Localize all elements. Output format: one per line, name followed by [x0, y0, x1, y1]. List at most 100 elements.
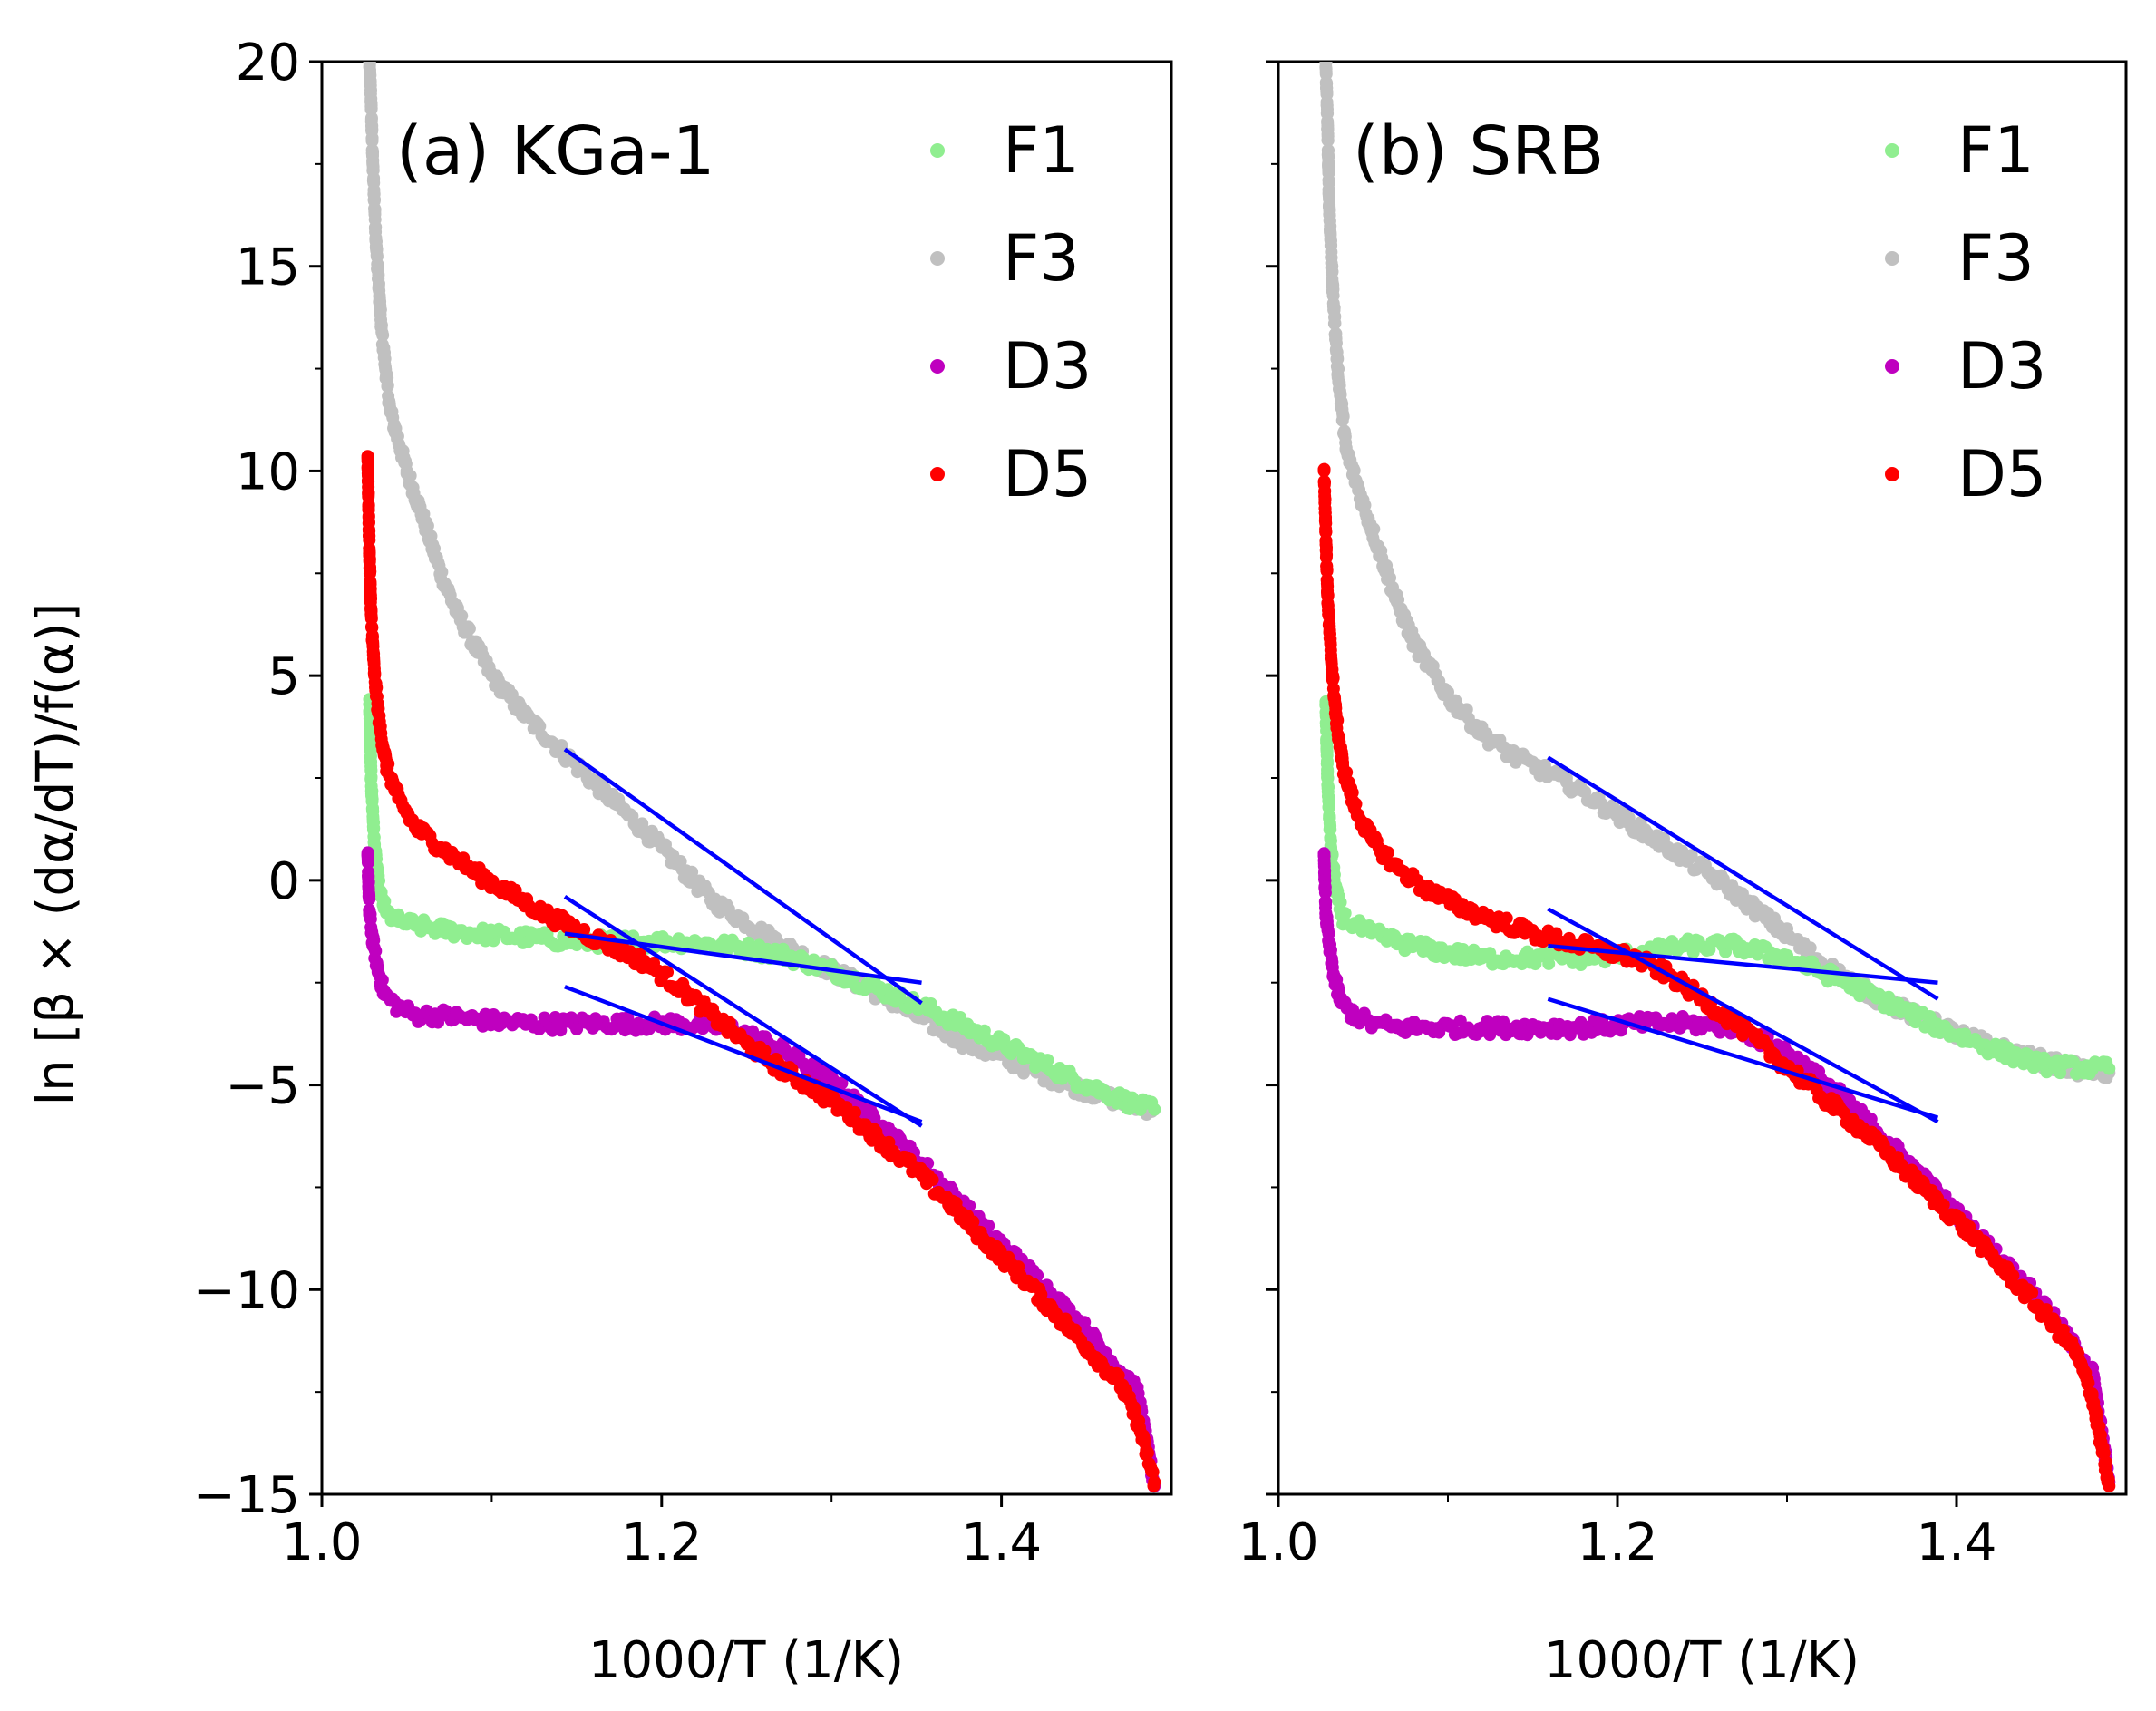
data-point	[1317, 475, 1331, 489]
data-point	[1367, 522, 1381, 536]
data-point	[1334, 896, 1347, 909]
legend-label-d3: D3	[1003, 329, 1092, 403]
x-axis-label-b: 1000/T (1/K)	[1544, 1631, 1860, 1690]
legend-marker-f3	[930, 251, 945, 266]
fit-line	[564, 931, 922, 985]
data-point	[1112, 1368, 1125, 1382]
data-point	[1685, 849, 1698, 862]
data-point	[2082, 1376, 2095, 1390]
data-point	[848, 1105, 861, 1119]
data-point	[1340, 765, 1354, 779]
y-tick-label: −5	[225, 1057, 300, 1116]
panel-b: 1.0 1.2 1.4 (b) SRB F1 F3 D3 D5	[1238, 60, 2128, 1572]
data-point	[1349, 797, 1363, 811]
legend-label-d5: D5	[1003, 437, 1092, 511]
y-tick-label: 5	[267, 647, 300, 706]
data-point	[1803, 941, 1817, 955]
data-point	[1937, 1198, 1950, 1211]
data-point	[1442, 685, 1454, 699]
data-point	[926, 1173, 939, 1187]
data-point	[362, 515, 375, 529]
legend-marker-f3	[1885, 251, 1899, 266]
data-point	[421, 519, 434, 532]
data-point	[966, 1215, 980, 1229]
plot-area	[361, 62, 1161, 1493]
series-d5	[361, 450, 1161, 1492]
data-point	[399, 457, 413, 471]
data-point	[1336, 756, 1350, 770]
data-point	[1338, 907, 1352, 920]
data-point	[977, 1024, 991, 1037]
series-f1	[1319, 695, 2116, 1081]
data-point	[1078, 1316, 1092, 1329]
data-point	[364, 565, 377, 578]
y-tick-label: 15	[236, 238, 300, 297]
fit-line	[1548, 943, 1938, 985]
data-point	[1320, 563, 1334, 577]
data-point	[1129, 1404, 1142, 1417]
data-point	[1146, 1465, 1160, 1479]
data-point	[555, 739, 568, 753]
data-point	[364, 102, 378, 115]
legend-marker-f1	[1885, 143, 1899, 158]
data-point	[1141, 1446, 1154, 1460]
data-point	[369, 944, 383, 958]
data-point	[462, 622, 476, 636]
x-axis-label-a: 1000/T (1/K)	[588, 1631, 904, 1690]
data-point	[361, 856, 374, 870]
data-point	[997, 1033, 1011, 1046]
data-point	[368, 203, 382, 217]
data-point	[1657, 831, 1670, 845]
data-point	[376, 328, 390, 342]
data-point	[1322, 927, 1335, 940]
data-point	[1147, 1479, 1161, 1492]
data-point	[1321, 133, 1335, 147]
data-point	[742, 936, 755, 949]
data-point	[1319, 895, 1333, 909]
data-point	[1347, 463, 1361, 477]
data-point	[1326, 265, 1339, 278]
x-tick-label: 1.2	[1577, 1513, 1657, 1572]
data-point	[455, 609, 469, 623]
y-tick-label: 0	[267, 852, 300, 911]
data-point	[363, 892, 376, 906]
data-point	[1622, 811, 1636, 824]
legend-label-f3: F3	[1957, 221, 2035, 296]
series-f3	[1319, 62, 2116, 1084]
legend-label-f3: F3	[1003, 221, 1080, 296]
data-point	[533, 719, 547, 733]
data-point	[758, 1044, 772, 1057]
data-point	[1318, 492, 1332, 506]
legend-marker-f1	[930, 143, 945, 158]
legend: F1 F3 D3 D5	[1885, 113, 2046, 511]
data-point	[1324, 834, 1337, 848]
data-point	[1559, 772, 1573, 785]
data-point	[2027, 1061, 2041, 1074]
data-point	[2006, 1269, 2020, 1282]
legend-label-d5: D5	[1957, 437, 2046, 511]
data-point	[1542, 957, 1556, 970]
data-point	[1331, 714, 1345, 727]
fit-line	[563, 747, 923, 1006]
data-point	[661, 966, 675, 979]
data-point	[685, 865, 699, 879]
legend-marker-d5	[930, 467, 945, 481]
data-point	[835, 1076, 849, 1090]
x-tick-label: 1.4	[1916, 1513, 1996, 1572]
data-point	[364, 770, 378, 783]
data-point	[1320, 548, 1334, 561]
data-point	[403, 469, 417, 482]
y-axis-label: ln [β × (dα/dT)/f(α)]	[26, 603, 85, 1106]
x-tick-label: 1.2	[621, 1513, 702, 1572]
data-point	[362, 499, 375, 512]
legend-marker-d3	[1885, 359, 1899, 374]
x-tick-label: 1.0	[1238, 1513, 1318, 1572]
data-point	[363, 533, 376, 547]
y-tick-label: −15	[193, 1466, 300, 1525]
data-point	[1332, 362, 1345, 375]
legend-label-d3: D3	[1957, 329, 2046, 403]
data-point	[2100, 1055, 2113, 1069]
panel-title: (a) KGa-1	[396, 112, 715, 190]
data-point	[1384, 571, 1397, 585]
data-point	[1500, 911, 1513, 925]
